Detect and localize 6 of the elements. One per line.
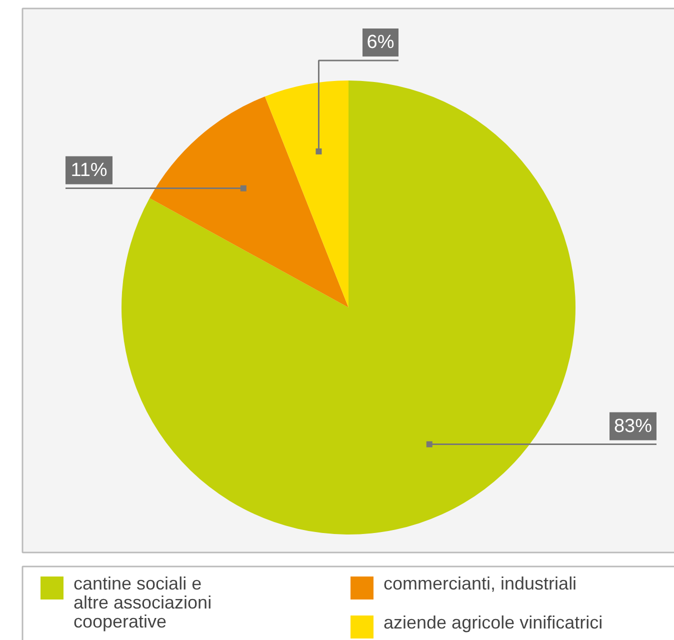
legend-label: aziende agricole vinificatrici bbox=[384, 612, 603, 632]
data-label: 11% bbox=[70, 160, 108, 181]
legend-label: commercianti, industriali bbox=[384, 574, 577, 594]
data-label: 6% bbox=[366, 32, 394, 53]
legend-label: cantine sociali e altre associazioni cooperative bbox=[74, 574, 212, 632]
data-label: 83% bbox=[614, 416, 652, 437]
